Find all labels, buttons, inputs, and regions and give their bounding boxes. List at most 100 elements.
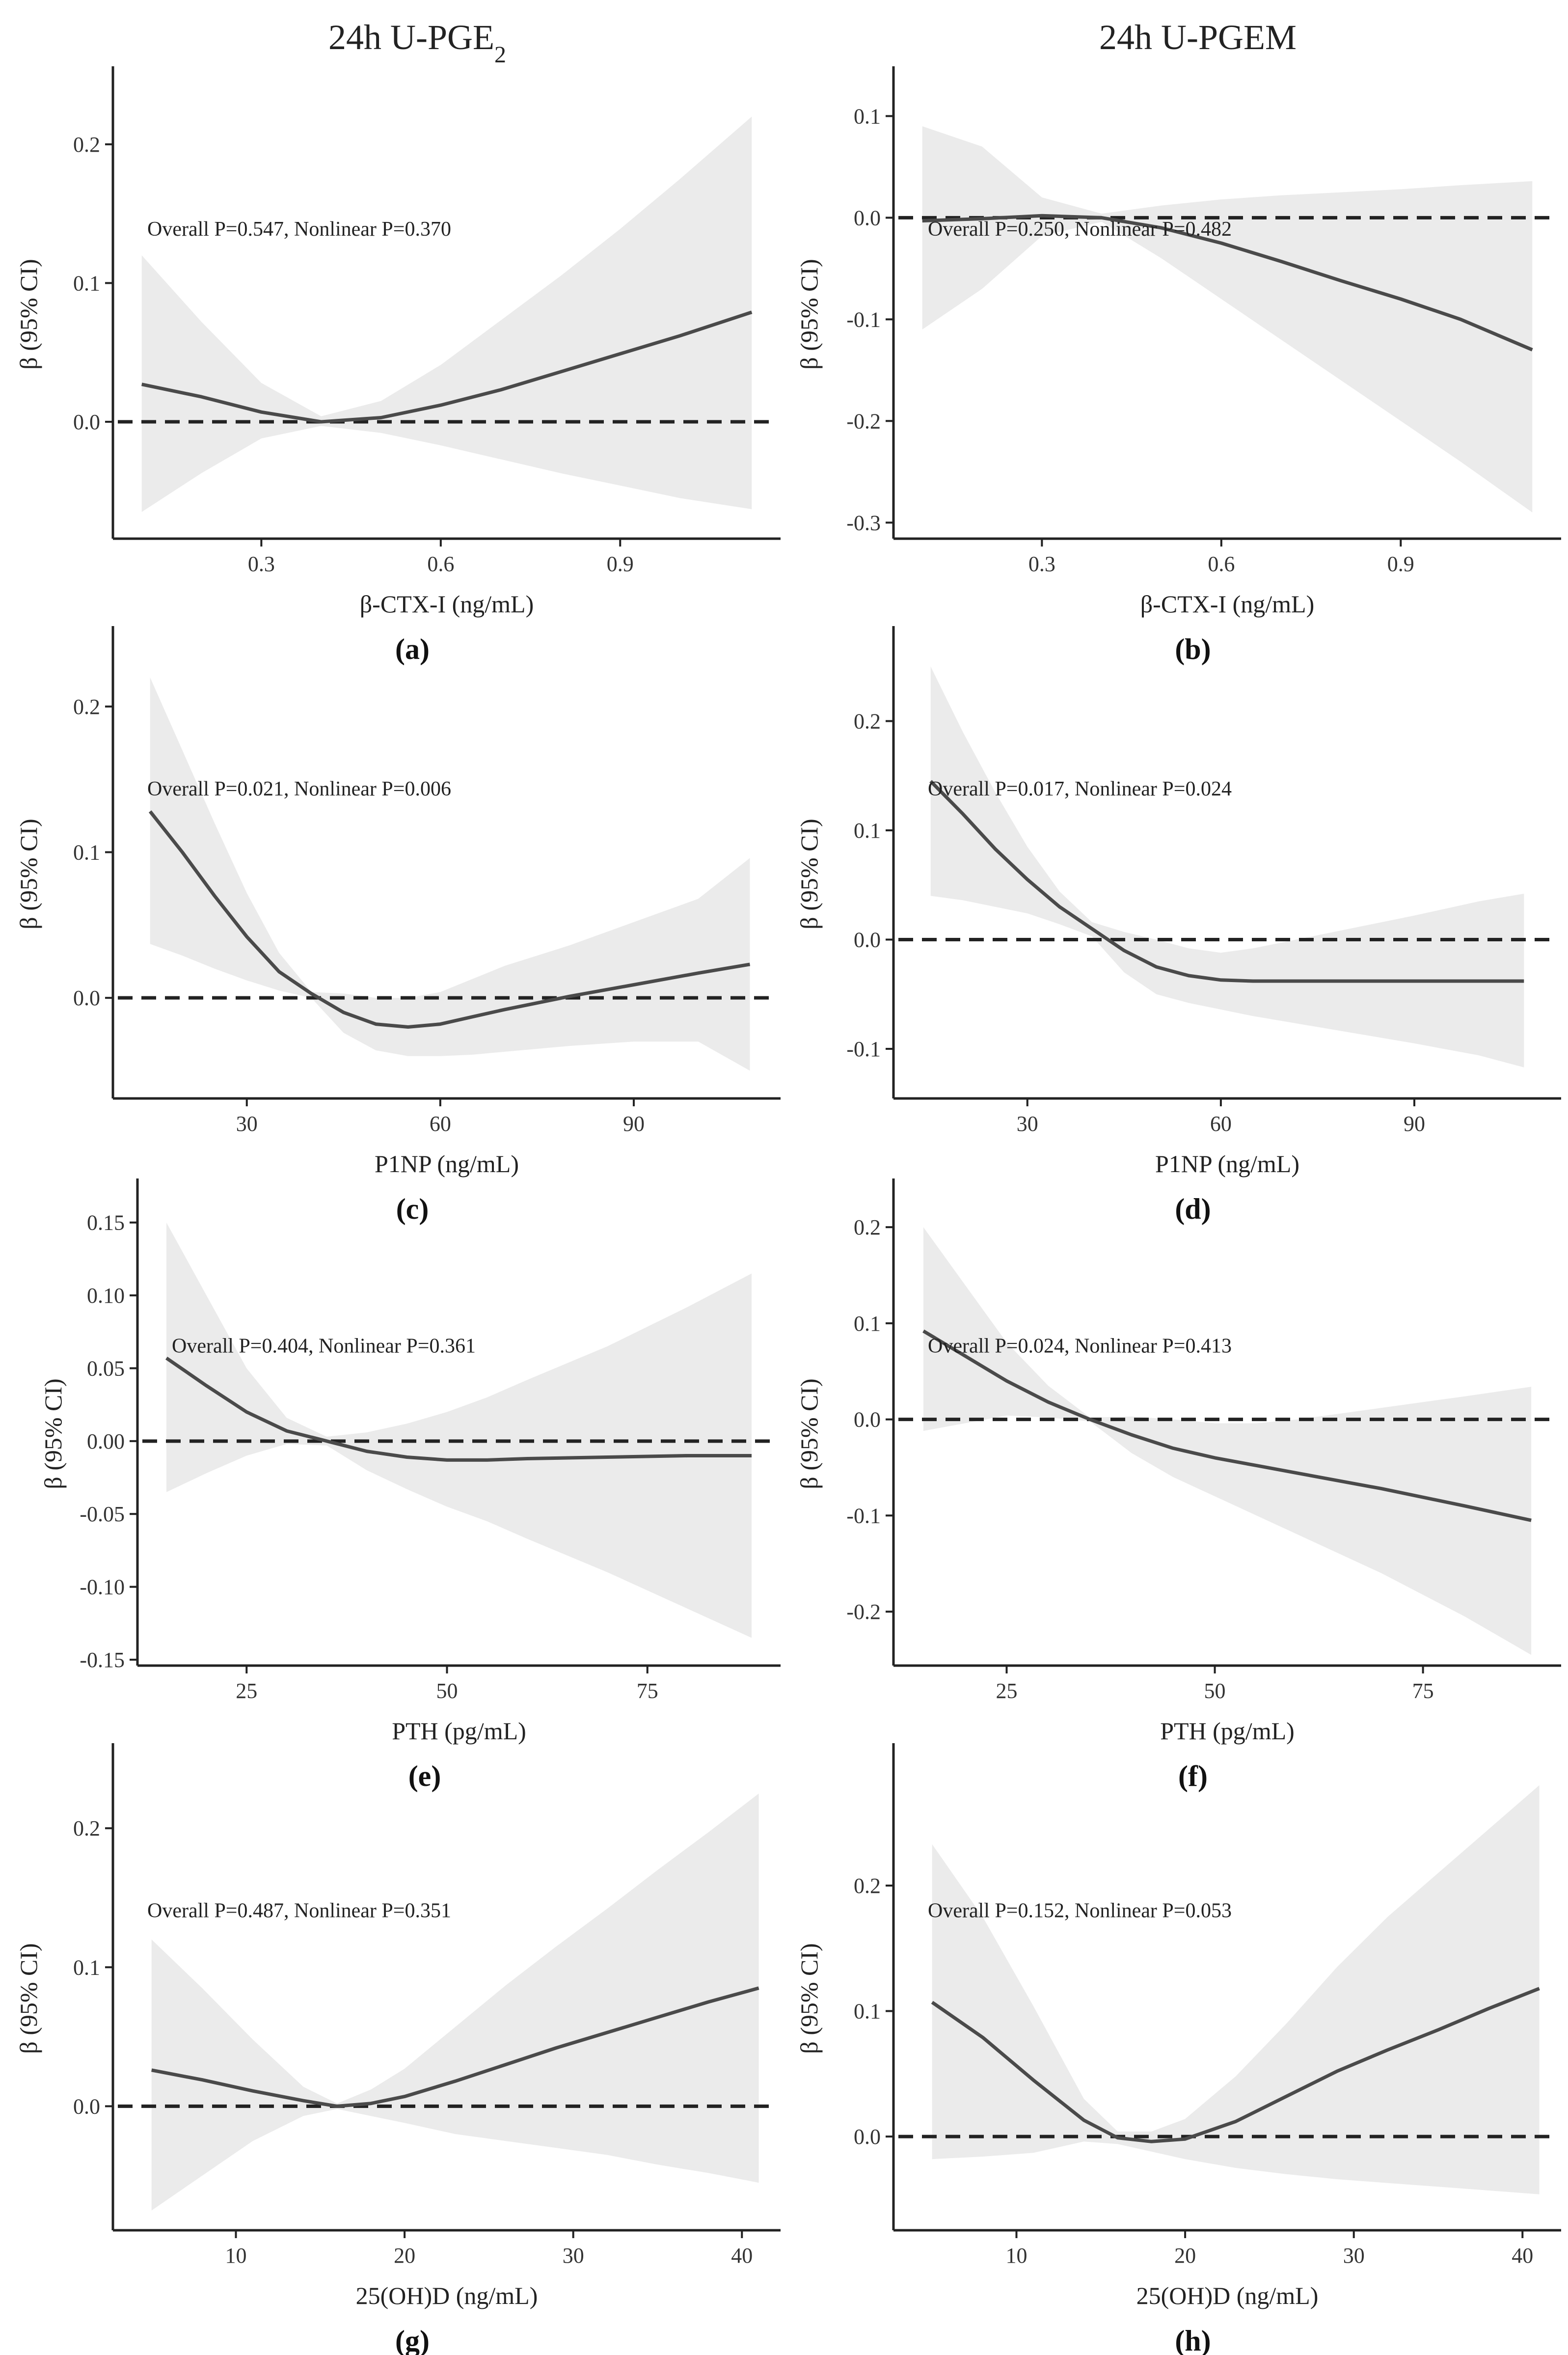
p-value-annotation: Overall P=0.017, Nonlinear P=0.024 [928, 778, 1232, 800]
y-tick-label: 0.2 [854, 1874, 881, 1898]
chart-panel: 30 60 90 0.0 0.1 0.2 P1NP (ng/mL) β (95% CI) Ove… [15, 626, 781, 1225]
x-tick-label: 60 [430, 1112, 451, 1136]
p-value-annotation: Overall P=0.152, Nonlinear P=0.053 [928, 1899, 1232, 1922]
x-tick-label: 10 [225, 2244, 247, 2268]
x-tick-label: 0.3 [248, 552, 275, 576]
p-value-annotation: Overall P=0.487, Nonlinear P=0.351 [147, 1899, 451, 1922]
series-line [931, 1987, 1540, 2143]
y-tick-label: 0.0 [73, 986, 100, 1010]
y-axis-label: β (95% CI) [795, 259, 823, 369]
p-value-annotation: Overall P=0.021, Nonlinear P=0.006 [147, 778, 451, 800]
ci-band [151, 1793, 759, 2211]
y-tick-label: 0.1 [73, 1955, 100, 1979]
y-tick-label: -0.1 [846, 1504, 881, 1528]
y-tick-label: 0.0 [854, 206, 881, 230]
y-tick-label: 0.1 [73, 841, 100, 865]
ci-band [166, 1222, 752, 1638]
y-tick-label: 0.10 [87, 1284, 125, 1308]
y-axis-label: β (95% CI) [795, 1943, 823, 2054]
x-tick-label: 40 [1512, 2244, 1533, 2268]
y-tick-label: -0.05 [80, 1502, 125, 1526]
series-line [165, 1356, 752, 1462]
y-tick-label: 0.2 [73, 133, 100, 157]
p-value-annotation: Overall P=0.404, Nonlinear P=0.361 [172, 1335, 476, 1357]
y-tick-label: -0.10 [80, 1575, 125, 1599]
x-tick-label: 30 [236, 1112, 258, 1136]
y-axis-label: β (95% CI) [39, 1378, 67, 1489]
ci-band [930, 666, 1524, 1068]
x-tick-label: 0.6 [1208, 552, 1235, 576]
p-value-annotation: Overall P=0.547, Nonlinear P=0.370 [147, 218, 451, 241]
x-tick-label: 90 [1404, 1112, 1425, 1136]
y-tick-label: 0.1 [854, 104, 881, 128]
panels-container: 0.3 0.6 0.9 0.0 0.1 0.2 β-CTX-I (ng/mL) β (95% … [15, 66, 1561, 2355]
y-tick-label: -0.15 [80, 1648, 125, 1672]
x-axis-label: PTH (pg/mL) [392, 1717, 526, 1745]
chart-panel: 0.3 0.6 0.9 -0.3 -0.2 -0.1 0.0 0.1 β-CTX-I (ng/m… [795, 66, 1561, 665]
series-line [141, 310, 753, 424]
column-title-right: 24h U-PGEM [1099, 18, 1297, 57]
y-tick-label: 0.05 [87, 1356, 125, 1380]
y-tick-label: 0.0 [73, 2094, 100, 2118]
panel-label: (c) [396, 1193, 429, 1225]
x-tick-label: 0.9 [1387, 552, 1414, 576]
x-tick-label: 90 [623, 1112, 645, 1136]
y-tick-label: 0.0 [854, 1408, 881, 1432]
x-tick-label: 0.6 [427, 552, 454, 576]
x-axis-label: PTH (pg/mL) [1160, 1717, 1295, 1745]
ci-band [923, 1227, 1532, 1655]
x-tick-label: 20 [1174, 2244, 1196, 2268]
y-tick-label: 0.1 [854, 1999, 881, 2024]
chart-panel: 10 20 30 40 0.0 0.1 0.2 25(OH)D (ng/mL) β (95% C… [795, 1743, 1561, 2355]
y-tick-label: -0.2 [846, 409, 881, 433]
x-tick-label: 0.9 [607, 552, 634, 576]
y-tick-label: 0.2 [854, 1215, 881, 1239]
panel-label: (a) [395, 633, 430, 665]
y-tick-label: 0.0 [73, 410, 100, 434]
ci-band [932, 1785, 1540, 2194]
chart-panel: 0.3 0.6 0.9 0.0 0.1 0.2 β-CTX-I (ng/mL) β (95% … [15, 66, 781, 665]
y-tick-label: 0.00 [87, 1429, 125, 1453]
panel-label: (b) [1175, 633, 1211, 665]
x-axis-label: β-CTX-I (ng/mL) [360, 590, 534, 618]
y-tick-label: -0.1 [846, 307, 881, 331]
p-value-annotation: Overall P=0.250, Nonlinear P=0.482 [928, 218, 1232, 241]
x-tick-label: 75 [637, 1679, 658, 1703]
panel-label: (e) [408, 1760, 441, 1792]
x-tick-label: 10 [1006, 2244, 1027, 2268]
chart-panel: 25 50 75 -0.2 -0.1 0.0 0.1 0.2 PTH (pg/mL) β (95%… [795, 1178, 1561, 1792]
series-line [922, 1329, 1532, 1522]
y-axis-label: β (95% CI) [15, 1943, 42, 2054]
x-tick-label: 30 [563, 2244, 584, 2268]
panel-label: (h) [1175, 2325, 1211, 2355]
y-tick-label: 0.1 [854, 819, 881, 843]
x-tick-label: 50 [1204, 1679, 1226, 1703]
panel-label: (d) [1175, 1193, 1211, 1225]
y-tick-label: 0.15 [87, 1211, 125, 1235]
x-tick-label: 30 [1343, 2244, 1365, 2268]
x-tick-label: 25 [996, 1679, 1018, 1703]
chart-panel: 25 50 75 -0.15 -0.10 -0.05 0.00 0.05 0.10 0.15 PTH… [39, 1178, 781, 1792]
y-tick-label: 0.2 [854, 710, 881, 734]
y-axis-label: β (95% CI) [795, 1378, 823, 1489]
chart-panel: 30 60 90 -0.1 0.0 0.1 0.2 P1NP (ng/mL) β (95% CI… [795, 626, 1561, 1225]
x-tick-label: 25 [236, 1679, 257, 1703]
series-line [929, 780, 1524, 983]
x-axis-label: 25(OH)D (ng/mL) [356, 2282, 538, 2309]
x-tick-label: 30 [1017, 1112, 1038, 1136]
series-line [151, 1986, 759, 2108]
y-axis-label: β (95% CI) [15, 259, 42, 369]
x-tick-label: 75 [1412, 1679, 1434, 1703]
y-axis-label: β (95% CI) [15, 819, 42, 929]
column-title-left: 24h U-PGE2 [328, 18, 506, 68]
ci-band [922, 126, 1533, 513]
x-axis-label: 25(OH)D (ng/mL) [1136, 2282, 1319, 2309]
x-axis-label: β-CTX-I (ng/mL) [1140, 590, 1315, 618]
y-tick-label: 0.0 [854, 928, 881, 952]
x-tick-label: 0.3 [1028, 552, 1055, 576]
panel-label: (g) [395, 2325, 430, 2355]
x-tick-label: 40 [731, 2244, 753, 2268]
y-tick-label: -0.2 [846, 1600, 881, 1624]
series-line [922, 214, 1533, 352]
x-tick-label: 20 [394, 2244, 415, 2268]
